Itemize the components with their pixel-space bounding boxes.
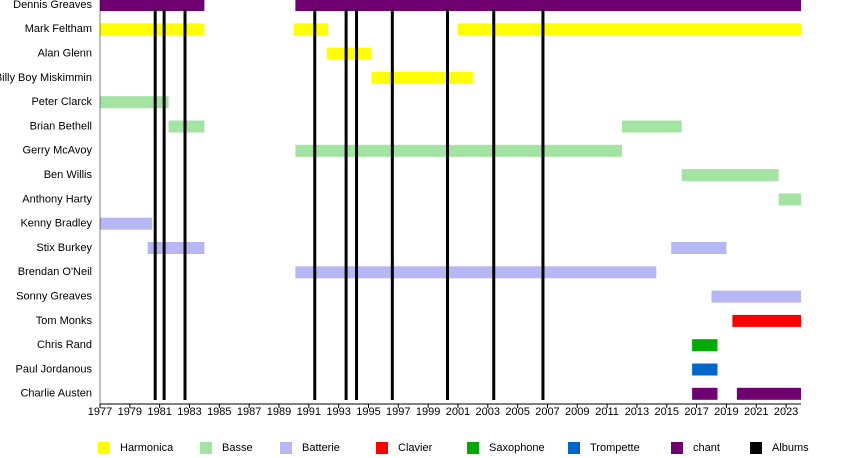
period-bar (100, 23, 205, 36)
period-bar (671, 242, 727, 254)
period-bar (100, 0, 205, 11)
x-tick-label: 2001 (446, 406, 470, 418)
legend-label: Batterie (302, 442, 340, 454)
x-tick-label: 2003 (476, 406, 500, 418)
period-bar (732, 314, 801, 327)
period-bar (100, 217, 153, 230)
member-label: Alan Glenn (38, 48, 92, 60)
period-bar (457, 23, 801, 36)
member-label: Billy Boy Miskimmin (0, 72, 92, 84)
x-tick-label: 1981 (147, 406, 171, 418)
period-bar (100, 96, 169, 109)
legend-label: Harmonica (120, 442, 174, 454)
member-label: Mark Feltham (25, 23, 92, 35)
period-bar (681, 169, 779, 182)
legend-label: Trompette (590, 442, 640, 454)
member-label: Anthony Harty (22, 193, 92, 205)
x-tick-label: 1991 (297, 406, 321, 418)
period-bar (692, 363, 718, 376)
x-tick-label: 1987 (237, 406, 261, 418)
legend-swatch (467, 442, 479, 454)
legend-label: Albums (772, 442, 809, 454)
member-label: Paul Jordanous (16, 363, 93, 375)
x-tick-label: 1995 (356, 406, 380, 418)
x-tick-label: 2023 (774, 406, 798, 418)
x-tick-label: 2007 (535, 406, 559, 418)
x-tick-label: 2015 (655, 406, 679, 418)
member-label: Tom Monks (36, 315, 93, 327)
legend-label: Clavier (398, 442, 433, 454)
member-label: Kenny Bradley (20, 218, 92, 230)
period-bar (295, 266, 657, 279)
period-bar (293, 23, 329, 36)
period-bar (295, 144, 623, 157)
legend-swatch (568, 442, 580, 454)
x-tick-label: 1985 (207, 406, 231, 418)
member-label: Ben Willis (44, 169, 93, 181)
x-tick-label: 1979 (118, 406, 142, 418)
legend-label: chant (693, 442, 720, 454)
legend-swatch (98, 442, 110, 454)
period-bar (622, 120, 682, 133)
legend-label: Basse (222, 442, 253, 454)
x-tick-label: 2005 (505, 406, 529, 418)
legend-swatch (200, 442, 212, 454)
x-tick-label: 1983 (177, 406, 201, 418)
period-bar (736, 387, 801, 400)
member-label: Peter Clarck (31, 96, 92, 108)
member-label: Charlie Austen (20, 388, 92, 400)
period-bar (295, 0, 801, 11)
legend-swatch (671, 442, 683, 454)
period-bar (711, 290, 801, 303)
period-bar (371, 71, 473, 84)
x-tick-label: 2017 (684, 406, 708, 418)
member-label: Stix Burkey (36, 242, 92, 254)
x-tick-label: 1997 (386, 406, 410, 418)
member-label: Gerry McAvoy (23, 145, 93, 157)
x-tick-label: 2011 (595, 406, 619, 418)
member-label: Chris Rand (37, 339, 92, 351)
legend-swatch (376, 442, 388, 454)
x-tick-label: 2013 (625, 406, 649, 418)
legend-swatch (280, 442, 292, 454)
period-bar (692, 339, 718, 352)
x-tick-label: 2019 (714, 406, 738, 418)
member-label: Sonny Greaves (16, 291, 92, 303)
x-tick-label: 2021 (744, 406, 768, 418)
x-tick-label: 2009 (565, 406, 589, 418)
member-label: Brendan O'Neil (18, 266, 92, 278)
period-bar (778, 193, 801, 206)
period-bar (326, 47, 372, 60)
period-bar (692, 387, 718, 400)
x-tick-label: 1977 (88, 406, 112, 418)
period-bar (147, 242, 205, 254)
member-label: Brian Bethell (30, 120, 92, 132)
x-tick-label: 1989 (267, 406, 291, 418)
legend-label: Saxophone (489, 442, 545, 454)
x-tick-label: 1993 (326, 406, 350, 418)
x-tick-label: 1999 (416, 406, 440, 418)
member-label: Dennis Greaves (13, 0, 92, 11)
legend-swatch (750, 442, 762, 454)
